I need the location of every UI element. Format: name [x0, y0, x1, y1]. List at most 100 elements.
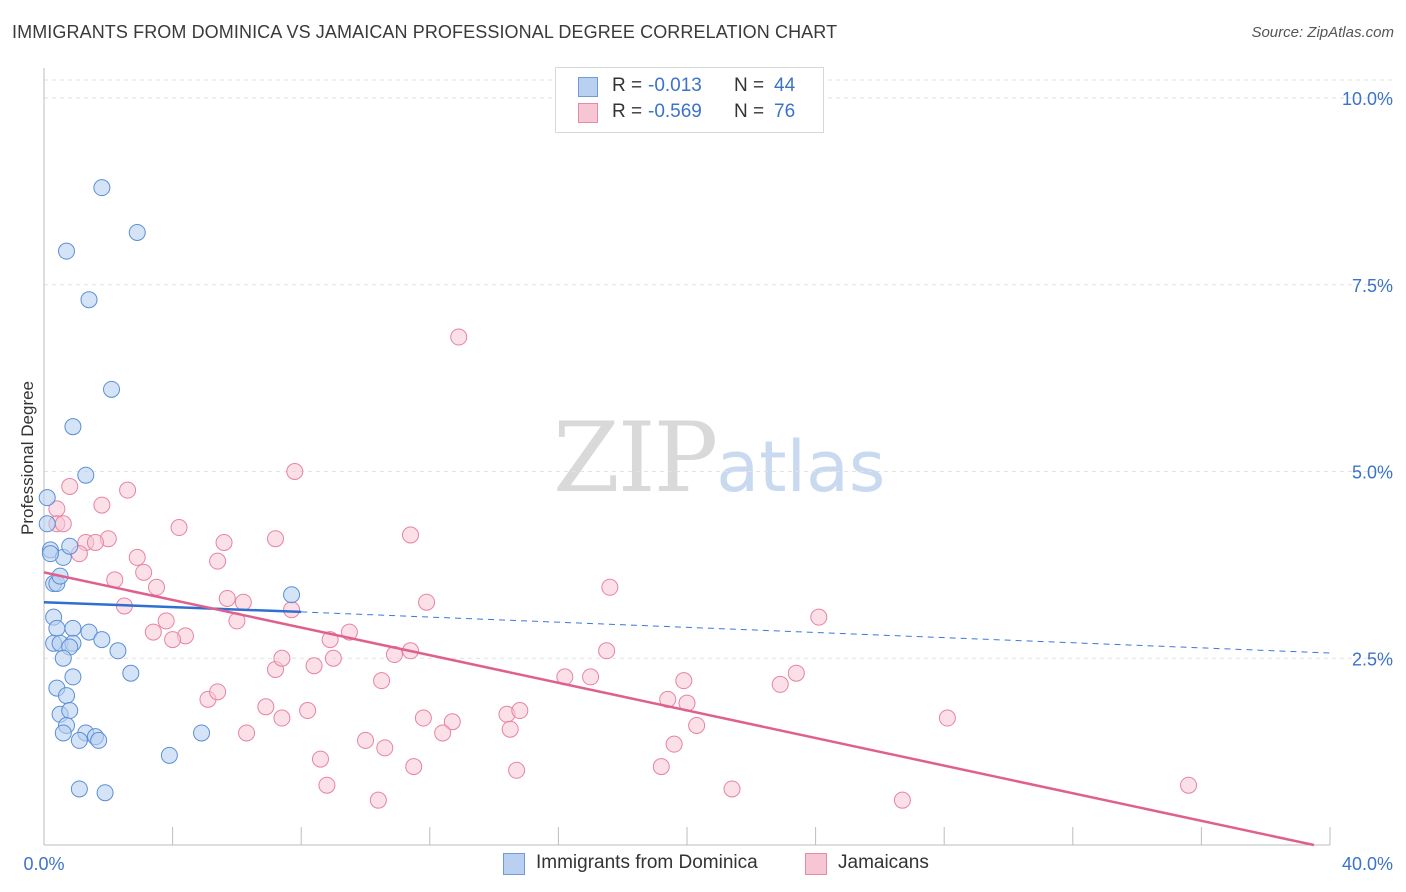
- data-point-jamaicans: [434, 724, 452, 742]
- data-point-jamaicans: [601, 578, 619, 596]
- data-point-jamaicans: [376, 739, 394, 757]
- data-point-dominica: [160, 746, 178, 764]
- y-tick-label: 7.5%: [1352, 276, 1393, 296]
- x-tick-label: 40.0%: [1342, 854, 1393, 874]
- source-label: Source: ZipAtlas.com: [1251, 24, 1394, 41]
- data-point-jamaicans: [266, 530, 284, 548]
- data-point-jamaicans: [318, 776, 336, 794]
- data-point-dominica: [93, 179, 111, 197]
- data-point-jamaicans: [128, 548, 146, 566]
- data-point-dominica: [58, 687, 76, 705]
- legend-n-label: N =: [734, 101, 765, 122]
- data-point-jamaicans: [164, 631, 182, 649]
- data-point-dominica: [103, 380, 121, 398]
- data-point-jamaicans: [511, 702, 529, 720]
- legend-swatch-dominica: [578, 77, 598, 97]
- data-point-jamaicans: [234, 593, 252, 611]
- y-tick-label: 5.0%: [1352, 463, 1393, 483]
- legend-label-jamaicans: Jamaicans: [838, 852, 929, 873]
- data-point-jamaicans: [450, 328, 468, 346]
- data-point-jamaicans: [688, 716, 706, 734]
- data-point-jamaicans: [209, 552, 227, 570]
- data-point-jamaicans: [582, 668, 600, 686]
- x-tick-label: 0.0%: [23, 854, 64, 874]
- y-tick-label: 10.0%: [1342, 89, 1393, 109]
- data-point-jamaicans: [273, 649, 291, 667]
- legend-swatch-jamaicans: [578, 103, 598, 123]
- data-point-dominica: [38, 489, 56, 507]
- data-point-dominica: [283, 586, 301, 604]
- data-point-jamaicans: [54, 515, 72, 533]
- watermark: ZIPatlas: [553, 402, 885, 514]
- data-point-jamaicans: [787, 664, 805, 682]
- data-point-jamaicans: [501, 720, 519, 738]
- data-point-jamaicans: [405, 758, 423, 776]
- data-point-jamaicans: [598, 642, 616, 660]
- data-point-jamaicans: [723, 780, 741, 798]
- data-point-jamaicans: [286, 463, 304, 480]
- data-point-jamaicans: [119, 481, 137, 499]
- data-point-jamaicans: [324, 649, 342, 667]
- data-point-jamaicans: [144, 623, 162, 641]
- data-point-dominica: [93, 631, 111, 649]
- data-point-dominica: [70, 780, 88, 798]
- data-point-jamaicans: [771, 675, 789, 693]
- legend-n-value: 44: [774, 75, 796, 96]
- data-point-jamaicans: [652, 758, 670, 776]
- data-point-dominica: [80, 291, 98, 309]
- data-point-jamaicans: [357, 731, 374, 749]
- data-point-jamaicans: [299, 702, 317, 720]
- data-point-jamaicans: [893, 791, 911, 809]
- data-point-jamaicans: [257, 698, 275, 716]
- legend-r-label: R =: [612, 75, 643, 96]
- watermark-atlas: atlas: [716, 426, 886, 508]
- legend-label-dominica: Immigrants from Dominica: [536, 852, 758, 873]
- data-point-dominica: [38, 515, 56, 533]
- data-point-dominica: [80, 623, 98, 641]
- data-point-dominica: [41, 545, 59, 563]
- data-point-dominica: [96, 784, 114, 802]
- trendline-jamaicans: [43, 571, 1315, 847]
- data-point-dominica: [70, 731, 88, 749]
- trendline-dominica: [43, 600, 302, 614]
- data-point-dominica: [109, 642, 127, 660]
- data-point-jamaicans: [938, 709, 956, 727]
- legend-n-value: 76: [774, 101, 796, 122]
- data-point-jamaicans: [1180, 776, 1198, 794]
- data-point-jamaicans: [675, 672, 693, 690]
- data-point-jamaicans: [157, 612, 175, 630]
- data-point-dominica: [48, 619, 66, 637]
- data-point-jamaicans: [305, 657, 323, 675]
- data-point-jamaicans: [414, 709, 432, 727]
- data-point-dominica: [193, 724, 211, 742]
- data-point-jamaicans: [443, 713, 461, 731]
- data-point-jamaicans: [373, 672, 391, 690]
- legend-swatch-jamaicans: [805, 853, 827, 875]
- data-point-jamaicans: [508, 761, 526, 779]
- data-point-jamaicans: [283, 601, 301, 619]
- data-point-dominica: [61, 702, 79, 720]
- data-point-jamaicans: [215, 533, 233, 551]
- data-point-jamaicans: [402, 526, 420, 544]
- data-point-dominica: [58, 242, 76, 260]
- data-point-jamaicans: [810, 608, 828, 626]
- legend-swatch-dominica: [503, 853, 525, 875]
- data-point-jamaicans: [665, 735, 683, 753]
- data-point-dominica: [64, 418, 82, 436]
- data-point-jamaicans: [170, 519, 188, 537]
- data-point-jamaicans: [61, 477, 79, 495]
- data-point-jamaicans: [369, 791, 387, 809]
- watermark-zip: ZIP: [553, 402, 718, 514]
- legend-r-value: -0.569: [648, 101, 702, 122]
- data-point-jamaicans: [418, 593, 436, 611]
- correlation-legend: R = -0.013 N = 44 R = -0.569 N = 76: [555, 67, 824, 133]
- data-point-dominica: [122, 664, 140, 682]
- legend-r-value: -0.013: [648, 75, 702, 96]
- y-axis-label: Professional Degree: [18, 380, 37, 536]
- data-point-dominica: [54, 649, 72, 667]
- data-point-dominica: [61, 537, 79, 555]
- data-point-jamaicans: [86, 533, 104, 551]
- data-point-jamaicans: [93, 496, 111, 514]
- data-point-jamaicans: [218, 589, 236, 607]
